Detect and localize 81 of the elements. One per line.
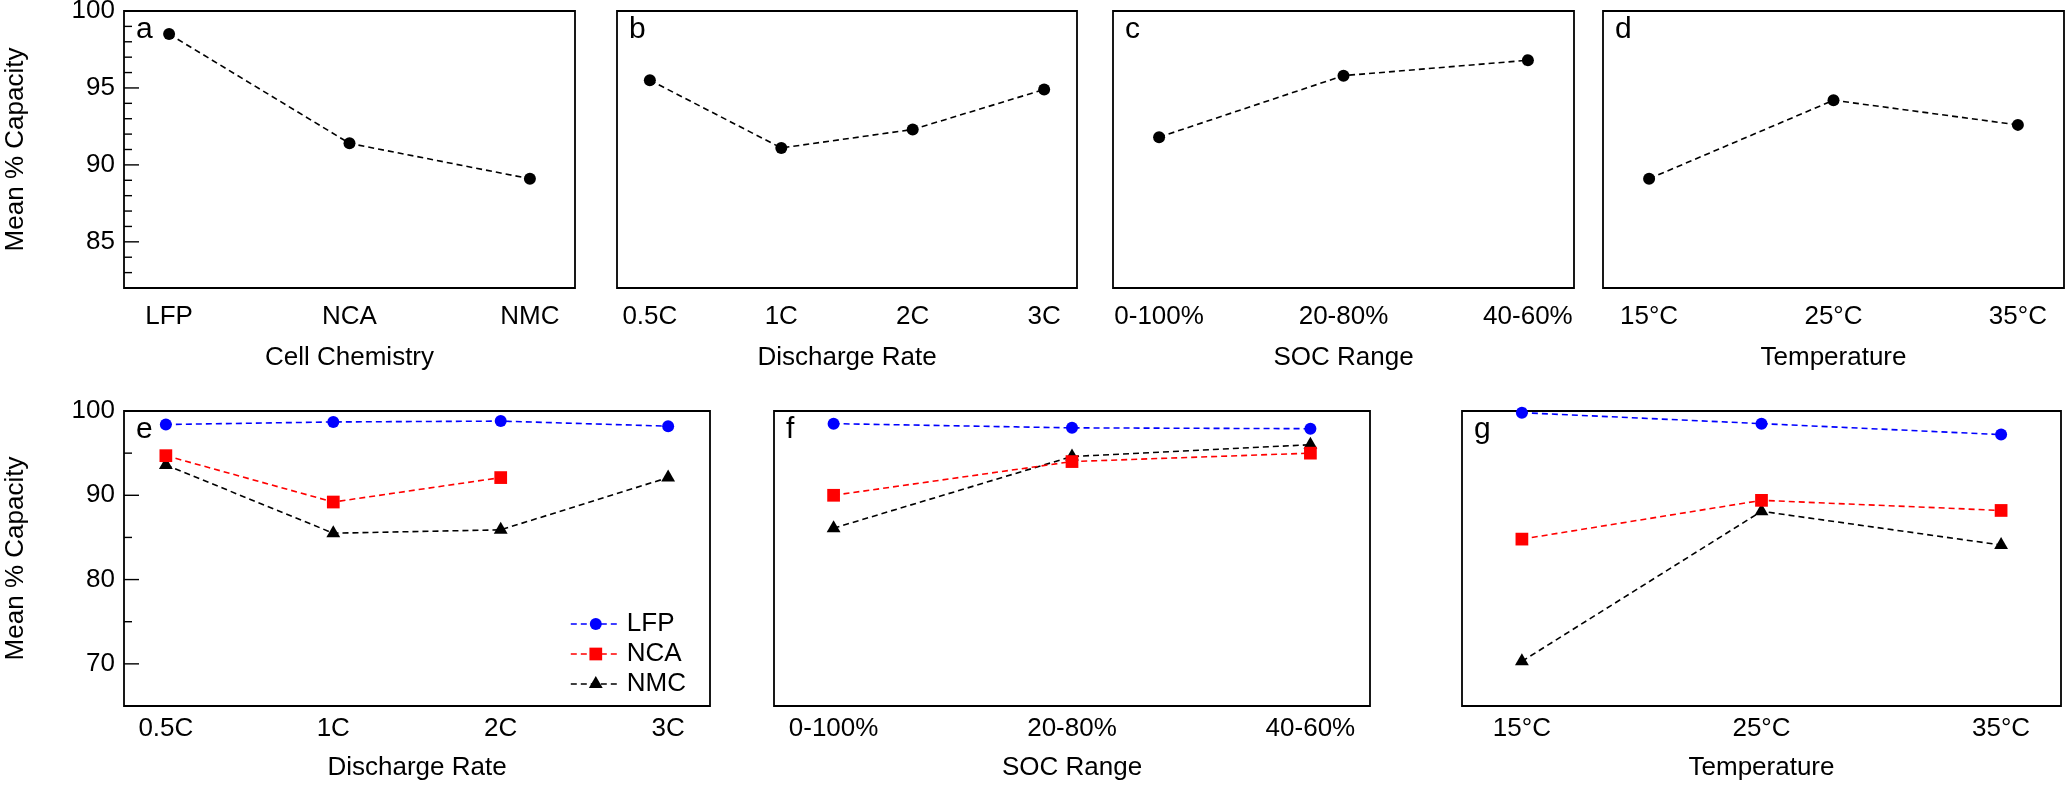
x-axis-title: Cell Chemistry	[264, 340, 435, 371]
x-tick-label: 1C	[316, 711, 350, 742]
x-tick-label: 3C	[651, 711, 685, 742]
x-axis-title: Temperature	[1688, 750, 1835, 781]
point	[1066, 421, 1078, 434]
x-tick-label: NCA	[322, 299, 378, 330]
point	[523, 172, 536, 185]
point	[326, 525, 341, 538]
point	[906, 123, 919, 136]
y-tick-label: 100	[71, 394, 115, 425]
point	[327, 415, 340, 428]
x-tick-label: 15°C	[1620, 299, 1679, 330]
x-axis-title: SOC Range	[1001, 750, 1143, 781]
point	[1065, 455, 1079, 468]
x-tick-label: 20-80%	[1027, 711, 1117, 742]
point	[494, 415, 507, 428]
x-tick-label: 25°C	[1732, 711, 1791, 742]
annotation: c	[1125, 11, 1140, 45]
x-tick-label: 2C	[484, 711, 518, 742]
x-tick-label: 0.5C	[622, 299, 678, 330]
point	[1994, 537, 2009, 550]
y-tick-label: 70	[86, 647, 115, 678]
x-tick-label: 35°C	[1972, 711, 2031, 742]
x-tick-label: 1C	[764, 299, 798, 330]
x-tick-label: 40-60%	[1483, 299, 1573, 330]
y-tick-label: 85	[86, 225, 115, 256]
legend-label: LFP	[626, 607, 675, 638]
legend-label: NMC	[626, 667, 687, 698]
point	[1038, 83, 1051, 96]
y-axis-title: Mean % Capacity	[0, 456, 29, 661]
x-tick-label: 15°C	[1492, 711, 1551, 742]
point	[159, 449, 173, 463]
point	[163, 28, 176, 41]
point	[326, 495, 340, 509]
legend-label: NCA	[626, 637, 683, 668]
annotation: b	[629, 11, 646, 45]
x-tick-label: 0-100%	[1114, 299, 1204, 330]
point	[775, 141, 788, 154]
annotation: f	[786, 411, 795, 445]
x-tick-label: 0-100%	[788, 711, 879, 742]
y-axis-title: Mean % Capacity	[0, 47, 29, 252]
annotation: e	[136, 411, 153, 445]
y-tick-label: 100	[71, 0, 115, 25]
point	[1994, 504, 2008, 517]
point	[827, 417, 840, 430]
point	[1755, 493, 1768, 507]
point	[661, 469, 676, 482]
x-axis-title: SOC Range	[1273, 340, 1414, 371]
x-tick-label: 0.5C	[138, 711, 194, 742]
point	[662, 420, 675, 433]
y-tick-label: 95	[86, 71, 115, 102]
point	[1995, 428, 2008, 441]
x-tick-label: 2C	[896, 299, 930, 330]
x-tick-label: NMC	[500, 299, 560, 330]
point	[343, 137, 356, 150]
y-tick-label: 80	[86, 562, 115, 593]
x-tick-label: 40-60%	[1265, 711, 1356, 742]
point	[1514, 653, 1529, 666]
y-tick-label: 90	[86, 478, 115, 509]
annotation: g	[1474, 411, 1491, 445]
x-tick-label: 20-80%	[1298, 299, 1389, 330]
x-tick-label: 25°C	[1804, 299, 1863, 330]
x-tick-label: LFP	[145, 299, 193, 330]
x-axis-title: Temperature	[1760, 340, 1907, 371]
point	[1755, 417, 1768, 430]
point	[1304, 446, 1317, 460]
x-tick-label: 35°C	[1988, 299, 2047, 330]
point	[494, 471, 508, 484]
point	[826, 520, 841, 533]
point	[643, 74, 656, 87]
point	[493, 521, 508, 534]
annotation: d	[1615, 11, 1632, 45]
point	[1515, 406, 1528, 419]
x-tick-label: 3C	[1027, 299, 1061, 330]
x-axis-title: Discharge Rate	[757, 340, 937, 371]
point	[827, 488, 840, 502]
point	[159, 418, 172, 431]
y-tick-label: 90	[86, 148, 115, 179]
point	[1304, 422, 1317, 435]
x-axis-title: Discharge Rate	[327, 750, 507, 781]
annotation: a	[136, 11, 153, 45]
